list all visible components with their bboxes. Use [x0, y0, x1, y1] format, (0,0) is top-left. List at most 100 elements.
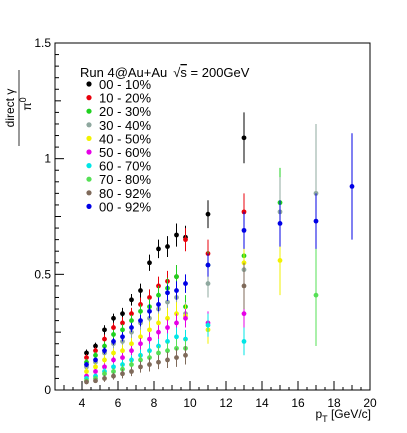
legend-label: 30 - 40%	[99, 118, 151, 133]
data-point	[156, 350, 161, 356]
data-point	[120, 348, 125, 354]
data-point	[313, 218, 319, 224]
data-point	[156, 320, 161, 326]
y-tick-label: 1	[44, 152, 51, 166]
legend-marker	[86, 190, 92, 196]
x-tick-label: 12	[219, 396, 233, 410]
data-point	[93, 343, 98, 349]
data-point	[129, 318, 134, 323]
legend-label: 40 - 50%	[99, 131, 151, 146]
data-point	[156, 359, 161, 365]
data-point	[183, 281, 188, 286]
data-point	[277, 221, 283, 226]
legend-marker	[86, 81, 92, 87]
data-point	[111, 350, 116, 356]
data-point	[102, 336, 107, 342]
data-point	[165, 348, 170, 354]
data-point	[165, 299, 170, 305]
legend-label: 20 - 30%	[99, 104, 151, 119]
data-point	[129, 311, 134, 317]
data-point	[129, 341, 134, 347]
data-point	[102, 348, 107, 354]
data-point	[147, 336, 152, 342]
data-point	[147, 260, 152, 266]
x-tick-label: 16	[291, 396, 305, 410]
data-point	[205, 211, 211, 217]
data-point	[138, 357, 143, 363]
data-point	[183, 237, 188, 243]
data-point	[120, 355, 125, 361]
data-point	[102, 357, 107, 363]
data-point	[93, 357, 98, 363]
data-point	[174, 334, 179, 340]
data-point	[313, 292, 319, 298]
data-point	[147, 308, 152, 314]
legend-header: Run 4@Au+Au √s = 200GeV	[80, 65, 250, 80]
x-tick-label: 14	[255, 396, 269, 410]
legend-label: 00 - 92%	[99, 199, 151, 214]
data-point	[138, 308, 143, 314]
data-point	[111, 357, 116, 363]
data-point	[102, 371, 107, 377]
legend-marker	[86, 149, 92, 155]
data-point	[102, 376, 107, 381]
legend-marker	[86, 122, 92, 128]
data-point	[241, 135, 247, 141]
data-point	[138, 318, 143, 323]
legend-marker	[86, 135, 92, 141]
data-point	[120, 327, 125, 333]
data-point	[205, 322, 211, 328]
x-tick-label: 10	[183, 396, 197, 410]
data-point	[102, 327, 107, 333]
data-point	[84, 369, 89, 374]
y-tick-label: 0.5	[34, 267, 51, 281]
data-point	[93, 352, 98, 358]
data-point	[174, 320, 179, 326]
data-point	[102, 343, 107, 349]
legend-label: 00 - 10%	[99, 77, 151, 92]
legend-marker	[86, 108, 92, 114]
data-point	[205, 262, 211, 268]
data-point	[120, 371, 125, 377]
data-point	[129, 369, 134, 374]
data-point	[93, 378, 98, 384]
data-point	[93, 348, 98, 354]
data-point	[138, 334, 143, 340]
data-point	[165, 357, 170, 363]
legend-label: 10 - 20%	[99, 91, 151, 106]
data-point	[174, 232, 179, 238]
data-point	[138, 364, 143, 370]
y-axis-title: direct γ π0	[3, 70, 34, 146]
data-point	[241, 283, 247, 289]
x-axis-title: pT [GeV/c]	[315, 407, 371, 424]
data-point	[129, 348, 134, 354]
data-point	[111, 325, 116, 330]
data-point	[111, 364, 116, 370]
y-axis-title-numerator: direct γ	[3, 89, 17, 128]
x-axis: 4 6 8 10 12 14 16 18 20	[63, 381, 377, 410]
series	[84, 112, 247, 357]
data-point	[174, 274, 179, 280]
legend-marker	[86, 176, 92, 182]
legend-marker	[86, 163, 92, 169]
y-axis: 0 0.5 1 1.5	[34, 36, 64, 397]
legend-label: 60 - 70%	[99, 159, 151, 174]
legend-marker	[86, 203, 92, 209]
y-tick-label: 0	[44, 383, 51, 397]
data-point	[84, 362, 89, 367]
data-point	[111, 332, 116, 337]
data-point	[156, 292, 161, 298]
data-point	[120, 320, 125, 326]
data-point	[111, 373, 116, 379]
data-point	[165, 244, 170, 249]
data-point	[102, 364, 107, 370]
data-point	[93, 364, 98, 370]
series	[84, 295, 247, 379]
data-point	[165, 290, 170, 296]
data-point	[84, 379, 89, 385]
data-point	[174, 355, 179, 361]
data-point	[129, 297, 134, 303]
data-point	[93, 369, 98, 374]
data-point	[147, 295, 152, 300]
